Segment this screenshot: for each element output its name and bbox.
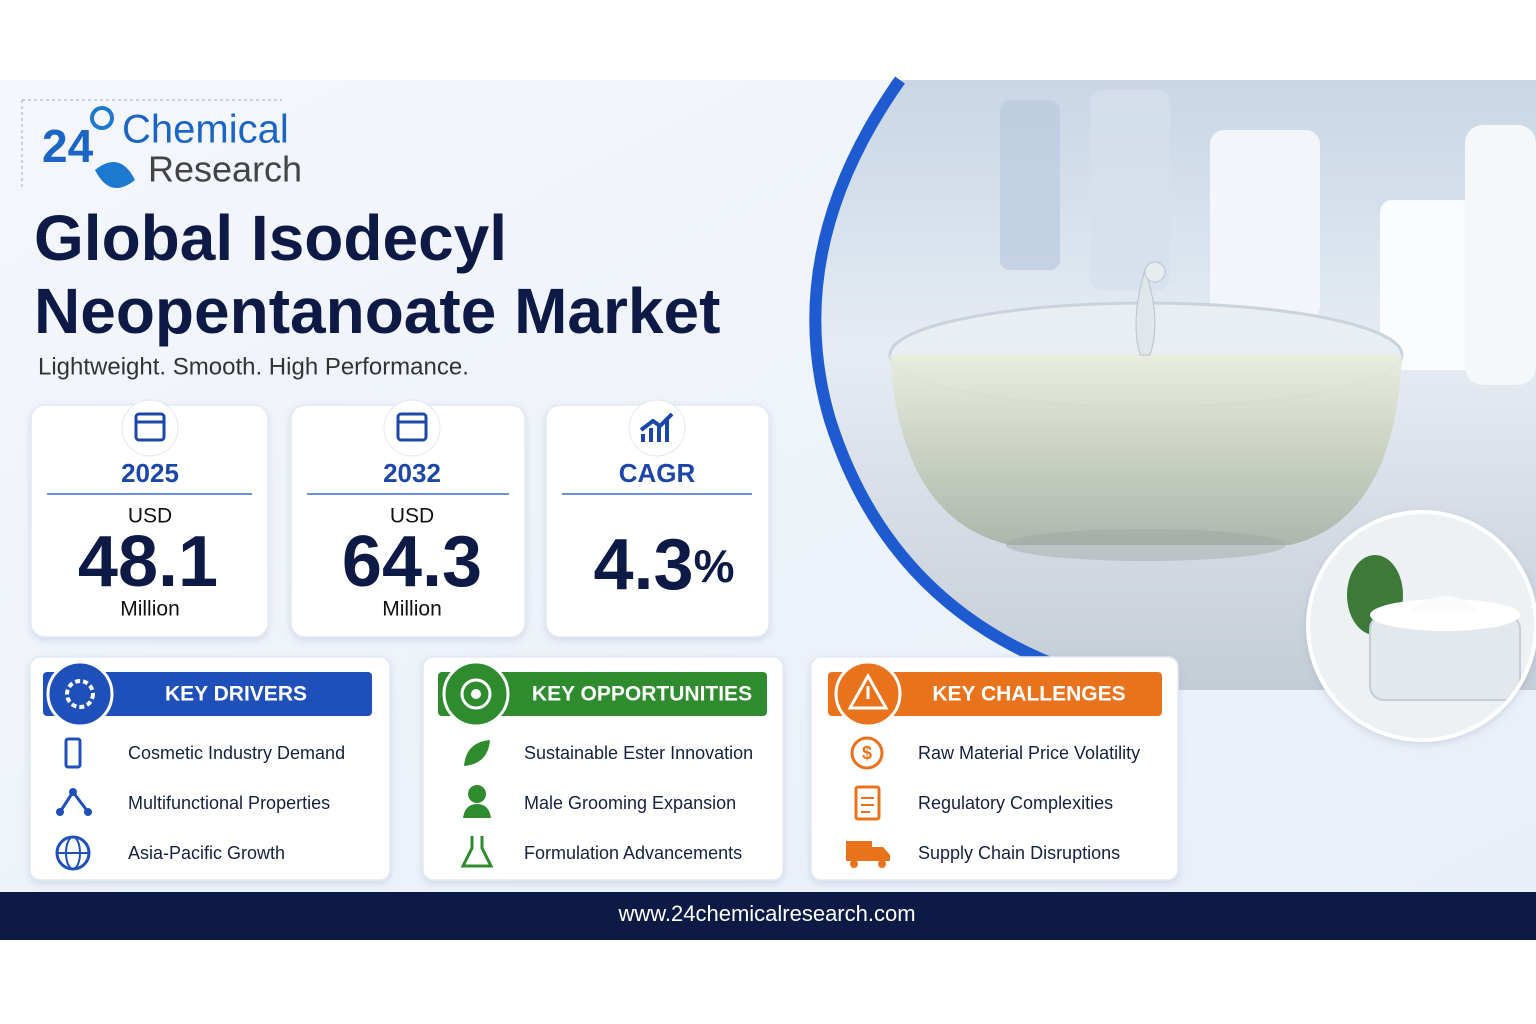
panel-title: KEY DRIVERS: [165, 683, 307, 706]
panel-item: Regulatory Complexities: [918, 793, 1113, 813]
panel-item: Raw Material Price Volatility: [918, 743, 1140, 763]
stat-prefix: USD: [128, 505, 172, 528]
panel-title: KEY OPPORTUNITIES: [532, 683, 752, 706]
footer-url: www.24chemicalresearch.com: [617, 901, 915, 926]
panel-item: Male Grooming Expansion: [524, 793, 736, 813]
panel: KEY CHALLENGES $ Raw Material Price Vola…: [810, 656, 1179, 881]
panel-item: Asia-Pacific Growth: [128, 843, 285, 863]
stat-unit: Million: [120, 598, 180, 621]
stat-value: 64.3: [342, 522, 482, 602]
panel-item: Supply Chain Disruptions: [918, 843, 1120, 863]
product-photo: [815, 80, 1536, 690]
stat-label: 2025: [121, 458, 179, 488]
footer-bar: [0, 892, 1536, 940]
panel-item: Multifunctional Properties: [128, 793, 330, 813]
logo: 24 Chemical Research: [42, 106, 302, 190]
stat-card: 2025 USD 48.1 Million: [30, 399, 269, 638]
photo-frame: [809, 76, 1142, 696]
logo-number: 24: [42, 120, 94, 172]
panel: KEY DRIVERS Cosmetic Industry Demand Mul…: [29, 656, 391, 881]
stat-unit: %: [694, 540, 735, 592]
logo-name: Chemical: [122, 108, 289, 152]
stat-value: 4.3: [594, 525, 694, 605]
panel-item: Sustainable Ester Innovation: [524, 743, 753, 763]
stat-card: 2032 USD 64.3 Million: [290, 399, 526, 638]
svg-text:$: $: [862, 743, 872, 763]
panel: KEY OPPORTUNITIES Sustainable Ester Inno…: [422, 656, 784, 881]
stat-prefix: USD: [390, 505, 434, 528]
stat-label: 2032: [383, 458, 441, 488]
stat-label: CAGR: [619, 458, 696, 488]
panel-title: KEY CHALLENGES: [932, 683, 1125, 706]
stat-value: 48.1: [78, 522, 218, 602]
logo-name: Research: [148, 149, 302, 190]
tagline: Lightweight. Smooth. High Performance.: [38, 353, 469, 380]
stat-value: 4.3%: [594, 525, 735, 605]
title: Neopentanoate Market: [34, 275, 720, 347]
logo-frame: [21, 99, 282, 188]
stat-card: CAGR 4.3%: [545, 399, 770, 638]
panel-item: Formulation Advancements: [524, 843, 742, 863]
title: Global Isodecyl: [34, 202, 507, 274]
panel-item: Cosmetic Industry Demand: [128, 743, 345, 763]
cream-photo: [1306, 510, 1536, 742]
stat-unit: Million: [382, 598, 442, 621]
